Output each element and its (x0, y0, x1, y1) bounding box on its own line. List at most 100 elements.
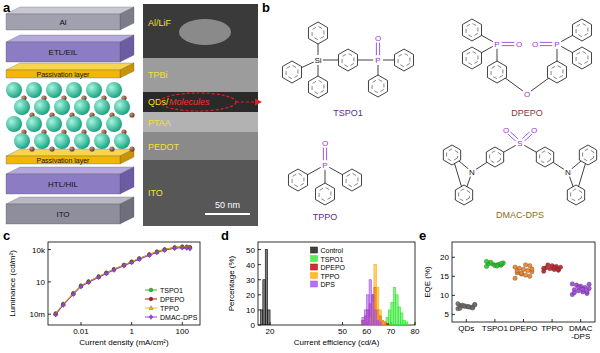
quantum-dot (66, 116, 82, 132)
ring-bond (576, 23, 588, 37)
atom-label: N (469, 168, 475, 177)
quantum-dot (106, 82, 122, 98)
plot-area (54, 245, 192, 318)
legend-label: DMAC-DPS (160, 314, 198, 321)
data-point (489, 260, 493, 264)
quantum-dot (114, 99, 130, 115)
legend-swatch (311, 264, 318, 270)
x-tick-label: TPPO (541, 324, 563, 333)
atom-bg (501, 125, 511, 135)
atom-label: P (554, 40, 559, 49)
atom-label: P (322, 161, 327, 170)
data-point (155, 250, 159, 255)
legend-label: DPEPO (160, 296, 185, 303)
benzene-ring (338, 49, 357, 71)
data-point (462, 304, 466, 308)
data-point (546, 263, 550, 267)
atom-label: O (532, 40, 538, 49)
plot-area (456, 259, 592, 311)
quantum-dot (6, 82, 22, 98)
data-point (97, 275, 101, 280)
device-schematic: AlETL/EILPassivation layerPassivation la… (6, 7, 135, 224)
arrow-line (236, 101, 257, 102)
atom-label: S (517, 139, 522, 148)
tem-band (143, 4, 258, 58)
legend-marker (149, 315, 153, 320)
layer-top (6, 197, 134, 204)
quantum-dot (106, 116, 122, 132)
y-tick (48, 281, 51, 282)
y-axis-title: Luminance (cd/m²) (8, 250, 17, 317)
histogram-bar (376, 320, 378, 325)
molecule-name: TPPO (313, 212, 338, 222)
quantum-dot (74, 99, 90, 115)
atom-label: O (531, 126, 537, 135)
quantum-dot (46, 116, 62, 132)
histogram-bar (379, 310, 381, 325)
x-tick (523, 319, 524, 322)
histogram-bar (362, 317, 364, 325)
panel-label: e (419, 228, 426, 243)
ring-bond (398, 53, 410, 67)
y-tick-label: 40 (246, 261, 255, 270)
figure: abcdeAlETL/EILPassivation layerPassivati… (0, 0, 600, 353)
x-tick (466, 319, 467, 322)
histogram-bar (372, 295, 374, 325)
y-tick-label: 50 (246, 246, 255, 255)
legend-label: DPS (321, 281, 336, 288)
tem-label: TPBi (148, 70, 168, 80)
ligand (129, 112, 134, 117)
x-tick (580, 319, 581, 322)
quantum-dot (14, 99, 30, 115)
atom-label: Si (314, 56, 321, 65)
x-tick-label: 60 (362, 327, 371, 336)
ring-bond (286, 65, 298, 79)
layer-label: HTL/HIL (48, 180, 78, 189)
y-tick (452, 257, 455, 258)
layer-label: Passivation layer (37, 71, 91, 79)
data-point (523, 263, 527, 267)
ring-bond (319, 187, 331, 201)
histogram-bar (369, 280, 371, 325)
ring-bond (346, 173, 358, 187)
x-tick (494, 319, 495, 322)
legend-swatch (311, 247, 318, 253)
atom-label: P (375, 56, 380, 65)
layer-top (6, 35, 134, 42)
data-point (499, 261, 503, 265)
tem-bg (143, 4, 258, 226)
ring-bond (372, 79, 384, 93)
histogram-bar (367, 295, 369, 325)
histogram-bar (384, 322, 386, 325)
arrow-head (255, 99, 262, 106)
series-line (56, 247, 190, 314)
y-tick-label: 10 (440, 291, 449, 300)
legend-swatch (311, 256, 318, 262)
histogram-bar (376, 287, 378, 325)
x-tick (131, 322, 132, 325)
data-point (185, 246, 189, 251)
tem-image: Al/LiFTPBiQDs/PTAAPEDOTITOMolecules50 nm (143, 4, 258, 226)
ligand (49, 146, 54, 151)
atom-label: O (375, 34, 381, 43)
data-point (542, 266, 546, 270)
quantum-dot (34, 133, 50, 149)
data-point (495, 264, 499, 268)
tem-label: Al/LiF (148, 18, 172, 28)
x-tick-label: DPEPO (509, 324, 537, 333)
layer-side (120, 63, 134, 78)
x-tick-label: 70 (386, 327, 395, 336)
data-point (519, 271, 523, 275)
quantum-dot (86, 116, 102, 132)
benzene-ring (282, 61, 301, 83)
data-point (130, 260, 134, 265)
histogram-bar (268, 310, 270, 325)
atom-label: O (524, 90, 530, 99)
atom-bg (514, 39, 524, 49)
tem-band (143, 160, 258, 226)
layer-label: Al (59, 18, 66, 27)
series-line (56, 247, 190, 314)
ring-bond (576, 51, 588, 65)
quantum-dot (54, 99, 70, 115)
quantum-dot (54, 133, 70, 149)
